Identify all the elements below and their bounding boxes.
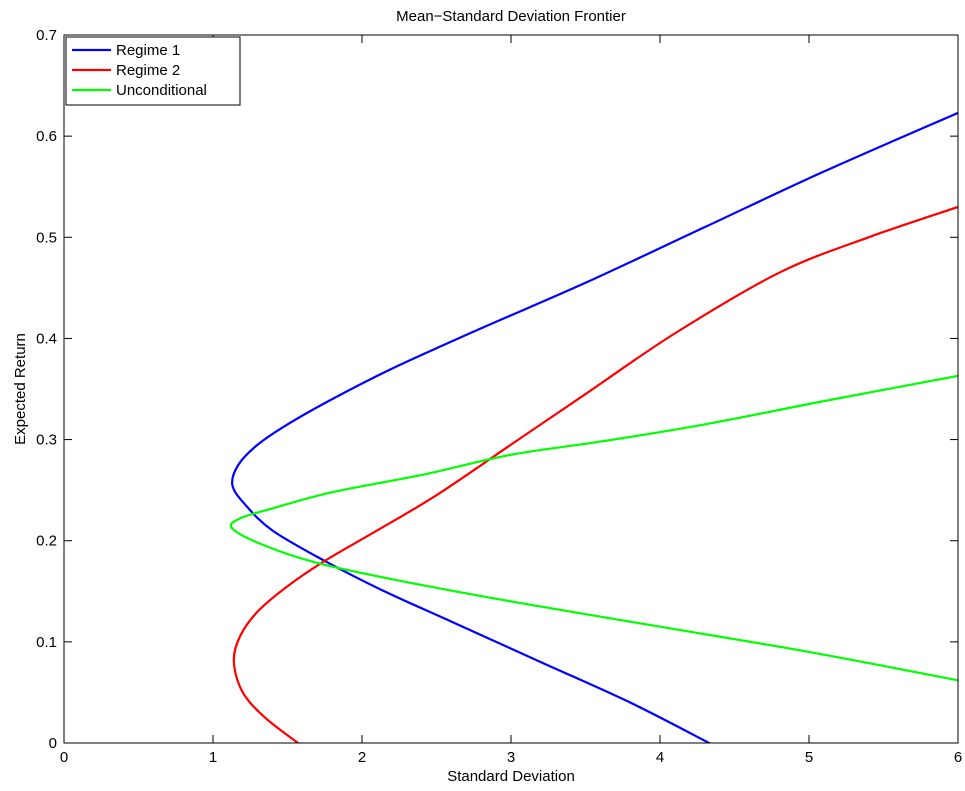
legend-label-2: Regime 2 — [116, 62, 180, 79]
x-tick-label: 0 — [60, 749, 68, 766]
legend-label-3: Unconditional — [116, 82, 207, 99]
y-tick-label: 0.5 — [36, 229, 57, 246]
y-axis-label: Expected Return — [12, 333, 29, 445]
series-line-regime-2 — [232, 205, 958, 743]
chart-title: Mean−Standard Deviation Frontier — [396, 8, 626, 25]
x-axis-label: Standard Deviation — [447, 768, 575, 785]
y-tick-label: 0.1 — [36, 634, 57, 651]
legend: Regime 1 Regime 2 Unconditional — [65, 36, 241, 106]
y-tick-label: 0.7 — [36, 27, 57, 44]
x-tick-label: 6 — [954, 749, 962, 766]
x-tick-label: 3 — [507, 749, 515, 766]
series-line-regime-1 — [230, 111, 958, 743]
x-tick-label: 2 — [358, 749, 366, 766]
x-tick-label: 5 — [805, 749, 813, 766]
y-tick-label: 0 — [49, 735, 57, 752]
series-line-unconditional — [229, 374, 958, 682]
y-tick-label: 0.2 — [36, 533, 57, 550]
y-tick-label: 0.3 — [36, 432, 57, 449]
y-tick-label: 0.4 — [36, 330, 57, 347]
x-tick-label: 1 — [209, 749, 217, 766]
y-tick-label: 0.6 — [36, 128, 57, 145]
legend-label-1: Regime 1 — [116, 42, 180, 59]
x-tick-label: 4 — [656, 749, 664, 766]
series-group — [229, 111, 958, 743]
